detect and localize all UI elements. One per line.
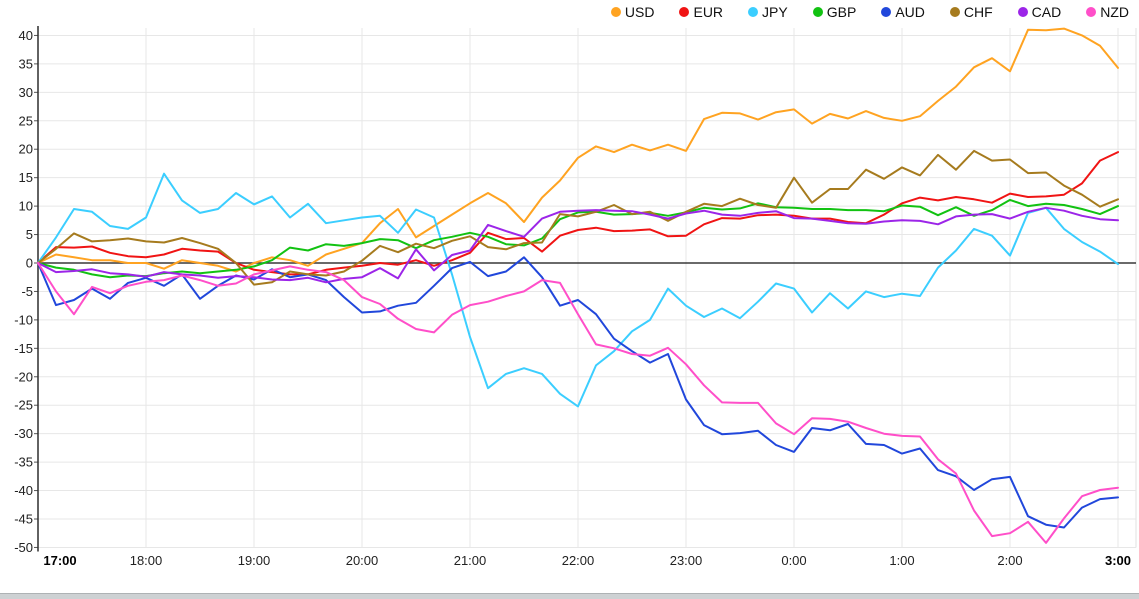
legend-item-jpy[interactable]: JPY [748, 4, 788, 20]
legend-label-eur: EUR [693, 4, 724, 20]
usd-swatch-icon [610, 7, 621, 17]
series-line-nzd[interactable] [37, 262, 1119, 544]
y-axis-label: 5 [26, 227, 33, 242]
legend-item-usd[interactable]: USD [610, 4, 655, 20]
gbp-swatch-icon [812, 7, 823, 17]
x-axis-label: 20:00 [346, 553, 379, 568]
series-line-chf[interactable] [37, 149, 1119, 286]
x-axis-label: 22:00 [562, 553, 595, 568]
x-axis-label: 23:00 [670, 553, 703, 568]
y-axis-label: -5 [21, 284, 33, 299]
y-axis-label: -10 [14, 312, 33, 327]
y-axis-label: 35 [19, 56, 33, 71]
y-axis-label: -50 [14, 540, 33, 555]
y-axis-label: -20 [14, 369, 33, 384]
horizontal-scrollbar[interactable] [0, 593, 1139, 599]
x-axis-label: 19:00 [238, 553, 271, 568]
y-axis-label: 15 [19, 170, 33, 185]
y-axis-label: -25 [14, 398, 33, 413]
legend-item-gbp[interactable]: GBP [812, 4, 857, 20]
y-axis-label: 10 [19, 199, 33, 214]
y-axis-label: -35 [14, 455, 33, 470]
legend-label-usd: USD [624, 4, 655, 20]
x-axis-label: 1:00 [889, 553, 914, 568]
y-axis-label: 20 [19, 142, 33, 157]
series-line-eur[interactable] [37, 151, 1119, 276]
x-axis-label: 21:00 [454, 553, 487, 568]
series-line-gbp[interactable] [37, 198, 1119, 279]
legend-label-jpy: JPY [762, 4, 788, 20]
y-axis-label: -15 [14, 341, 33, 356]
y-axis-label: 0 [26, 256, 33, 271]
y-axis-label: 30 [19, 85, 33, 100]
x-axis-label: 18:00 [130, 553, 163, 568]
legend-label-chf: CHF [963, 4, 993, 20]
legend-item-eur[interactable]: EUR [679, 4, 723, 20]
y-axis-label: -40 [14, 483, 33, 498]
eur-swatch-icon [679, 7, 690, 17]
jpy-swatch-icon [748, 7, 759, 17]
legend-label-nzd: NZD [1100, 4, 1129, 20]
nzd-swatch-icon [1086, 7, 1097, 17]
y-axis-label: -45 [14, 512, 33, 527]
legend-item-cad[interactable]: CAD [1017, 4, 1062, 20]
series-line-jpy[interactable] [37, 172, 1119, 408]
y-axis-label: 25 [19, 113, 33, 128]
legend-label-cad: CAD [1031, 4, 1062, 20]
aud-swatch-icon [881, 7, 892, 17]
legend-label-gbp: GBP [826, 4, 857, 20]
x-axis-label: 0:00 [781, 553, 806, 568]
x-axis-label: 17:00 [43, 553, 76, 568]
x-axis-label: 2:00 [997, 553, 1022, 568]
cad-swatch-icon [1017, 7, 1028, 17]
series-line-usd[interactable] [37, 27, 1119, 273]
y-axis-label: -30 [14, 426, 33, 441]
legend-label-aud: AUD [895, 4, 925, 20]
legend: USD EUR JPY GBP AUD CHF CAD NZD [610, 4, 1129, 20]
legend-item-aud[interactable]: AUD [881, 4, 925, 20]
y-axis-label: 40 [19, 28, 33, 43]
legend-item-chf[interactable]: CHF [949, 4, 993, 20]
legend-item-nzd[interactable]: NZD [1086, 4, 1129, 20]
x-axis-label: 3:00 [1105, 553, 1131, 568]
chf-swatch-icon [949, 7, 960, 17]
series-line-cad[interactable] [37, 206, 1119, 284]
